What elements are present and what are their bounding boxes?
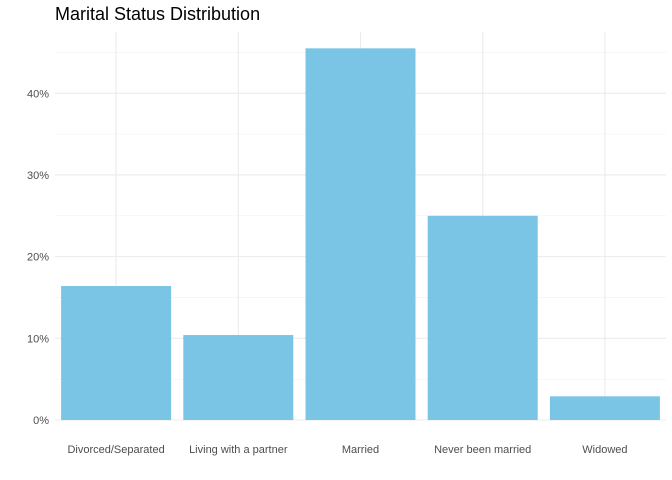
bars bbox=[61, 48, 660, 420]
bar-living-with-a-partner bbox=[183, 335, 294, 420]
bar-never-been-married bbox=[427, 215, 538, 420]
y-tick-label: 40% bbox=[27, 88, 49, 100]
bar-married bbox=[305, 48, 416, 420]
x-tick-label: Living with a partner bbox=[189, 444, 288, 456]
x-tick-label: Divorced/Separated bbox=[67, 444, 164, 456]
y-tick-label: 30% bbox=[27, 170, 49, 182]
y-tick-label: 0% bbox=[33, 415, 49, 427]
y-axis-tick-labels: 0% 10% 20% 30% 40% bbox=[27, 88, 49, 427]
chart-title: Marital Status Distribution bbox=[55, 4, 261, 24]
x-tick-label: Widowed bbox=[582, 444, 627, 456]
x-axis-tick-labels: Divorced/Separated Living with a partner M… bbox=[67, 444, 627, 456]
x-tick-label: Never been married bbox=[434, 444, 531, 456]
bar-widowed bbox=[549, 396, 660, 420]
x-tick-label: Married bbox=[342, 444, 379, 456]
bar-divorced-separated bbox=[61, 286, 172, 420]
y-tick-label: 20% bbox=[27, 252, 49, 264]
y-tick-label: 10% bbox=[27, 333, 49, 345]
